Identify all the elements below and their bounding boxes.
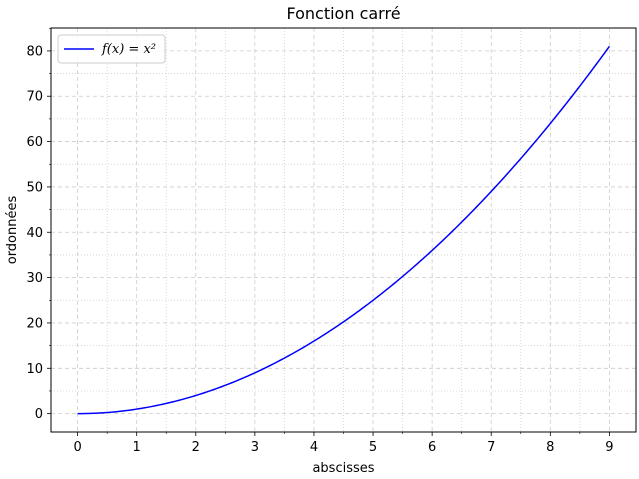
x-axis: 0 1 2 3 4 5 6 7 8 9 (73, 432, 614, 455)
legend-label: f(x) = x² (101, 42, 156, 57)
major-grid (51, 28, 636, 432)
legend: f(x) = x² (57, 34, 166, 64)
x-tick-label: 6 (428, 440, 436, 455)
x-tick-label: 3 (251, 440, 259, 455)
chart-title: Fonction carré (286, 4, 400, 23)
y-tick-label: 20 (26, 316, 43, 331)
x-tick-label: 8 (546, 440, 554, 455)
y-tick-label: 70 (26, 90, 43, 105)
x-tick-label: 4 (310, 440, 318, 455)
y-axis-label: ordonnées (5, 196, 20, 265)
x-tick-label: 5 (369, 440, 377, 455)
y-tick-label: 40 (26, 226, 43, 241)
series-layer (77, 45, 611, 415)
legend-box (57, 34, 166, 64)
y-tick-label: 0 (35, 407, 43, 422)
x-tick-label: 7 (487, 440, 495, 455)
minor-grid (51, 27, 636, 432)
x-tick-label: 9 (605, 440, 613, 455)
x-tick-label: 0 (73, 440, 81, 455)
y-tick-label: 80 (26, 44, 43, 59)
series-line-0 (77, 45, 611, 415)
y-tick-label: 50 (26, 180, 43, 195)
y-tick-label: 60 (26, 135, 43, 150)
x-axis-label: abscisses (312, 461, 374, 476)
x-tick-label: 2 (192, 440, 200, 455)
y-tick-label: 10 (26, 362, 43, 377)
x-tick-label: 1 (133, 440, 141, 455)
y-tick-label: 30 (26, 271, 43, 286)
y-axis: 0 10 20 30 40 50 60 70 80 (26, 27, 51, 422)
